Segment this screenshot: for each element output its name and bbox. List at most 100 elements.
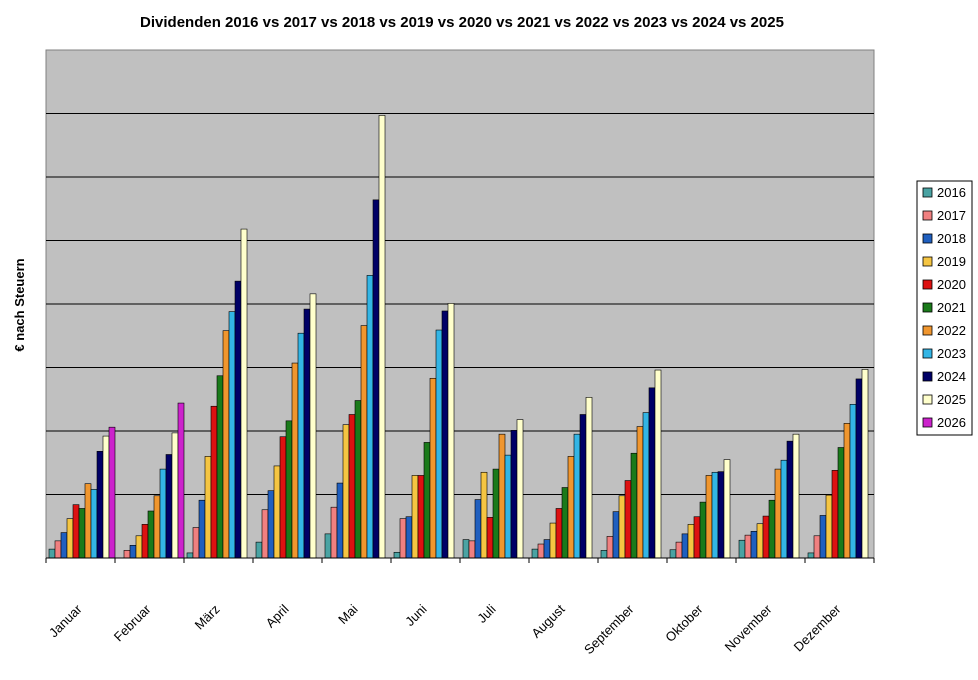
bar-2016-August	[531, 548, 539, 559]
bar-2023-März	[228, 311, 236, 559]
x-tick-label: Februar	[111, 601, 154, 644]
bar-2025-Februar	[171, 432, 179, 559]
bar-2024-Februar	[165, 454, 173, 559]
bar-2020-Februar	[141, 524, 149, 559]
bar-2016-Dezember	[807, 552, 815, 559]
bar-2025-Oktober	[723, 459, 731, 559]
bar-2016-Januar	[48, 548, 56, 559]
x-tick-label: April	[263, 601, 292, 630]
bar-2019-Juni	[411, 475, 419, 559]
legend-label-2018: 2018	[937, 231, 966, 246]
x-tick-label: August	[528, 601, 567, 640]
bar-2022-März	[222, 330, 230, 559]
bar-2019-Juli	[480, 471, 488, 559]
bar-2024-April	[303, 308, 311, 559]
bar-2024-November	[786, 440, 794, 559]
bar-2019-Dezember	[825, 494, 833, 559]
bar-2024-Mai	[372, 199, 380, 559]
bar-2025-Juni	[447, 303, 455, 559]
legend-swatch-2018	[922, 233, 933, 244]
bar-2021-Januar	[78, 508, 86, 559]
bar-2022-August	[567, 456, 575, 559]
x-tick-label: September	[581, 601, 637, 657]
bar-2020-Januar	[72, 504, 80, 559]
bar-2019-November	[756, 523, 764, 559]
x-axis	[45, 557, 875, 563]
legend-swatch-2024	[922, 371, 933, 382]
bar-2018-Oktober	[681, 533, 689, 559]
x-tick-label: Dezember	[791, 601, 844, 654]
bar-2022-Mai	[360, 325, 368, 559]
bar-2023-Januar	[90, 489, 98, 559]
bar-2024-Dezember	[855, 378, 863, 559]
bar-2019-September	[618, 495, 626, 559]
bar-2016-April	[255, 541, 263, 559]
legend-swatch-2020	[922, 279, 933, 290]
bar-2024-September	[648, 387, 656, 559]
chart-title: Dividenden 2016 vs 2017 vs 2018 vs 2019 …	[140, 14, 784, 31]
legend-swatch-2023	[922, 348, 933, 359]
x-tick-label: Mai	[335, 601, 360, 626]
legend-label-2026: 2026	[937, 415, 966, 430]
legend-swatch-2021	[922, 302, 933, 313]
bar-2023-November	[780, 459, 788, 559]
bar-2021-April	[285, 420, 293, 559]
bar-2025-Dezember	[861, 369, 869, 559]
legend-swatch-2022	[922, 325, 933, 336]
bar-2023-Juni	[435, 329, 443, 559]
bar-2023-Mai	[366, 275, 374, 559]
bar-2021-Februar	[147, 510, 155, 559]
legend-swatch-2017	[922, 210, 933, 221]
bar-2016-Juli	[462, 539, 470, 559]
bar-2016-November	[738, 539, 746, 559]
bar-2022-Juni	[429, 377, 437, 559]
bar-2019-April	[273, 465, 281, 559]
bar-2020-April	[279, 436, 287, 559]
bar-2017-Januar	[54, 540, 62, 559]
bar-2023-Dezember	[849, 404, 857, 559]
bar-2025-März	[240, 228, 248, 559]
x-tick-label: Juni	[402, 601, 430, 629]
bar-2023-September	[642, 412, 650, 559]
bar-2019-Mai	[342, 424, 350, 559]
bar-2017-Dezember	[813, 535, 821, 559]
bar-2024-Januar	[96, 451, 104, 559]
legend-label-2024: 2024	[937, 369, 966, 384]
bar-2020-Oktober	[693, 516, 701, 559]
legend-swatch-2019	[922, 256, 933, 267]
bar-2016-Mai	[324, 533, 332, 559]
bar-2021-September	[630, 452, 638, 559]
bar-2020-Juli	[486, 517, 494, 559]
bar-2017-Mai	[330, 506, 338, 559]
bar-2021-Oktober	[699, 501, 707, 559]
legend-label-2023: 2023	[937, 346, 966, 361]
bar-2017-August	[537, 543, 545, 559]
bar-2025-Juli	[516, 419, 524, 559]
bar-2016-September	[600, 550, 608, 559]
bar-2022-Dezember	[843, 423, 851, 559]
bar-2022-Januar	[84, 483, 92, 559]
bar-2023-Februar	[159, 468, 167, 559]
bar-2025-April	[309, 293, 317, 559]
bar-2017-Februar	[123, 550, 131, 559]
x-tick-label: November	[722, 601, 775, 654]
bar-2020-Mai	[348, 414, 356, 559]
bar-2020-Dezember	[831, 470, 839, 559]
bar-2018-Juni	[405, 516, 413, 559]
bar-2019-Februar	[135, 535, 143, 559]
bar-2018-Januar	[60, 532, 68, 559]
bar-2022-September	[636, 426, 644, 559]
x-tick-label: Oktober	[662, 601, 706, 645]
legend-swatch-2016	[922, 187, 933, 198]
bar-2023-Juli	[504, 454, 512, 559]
bar-2024-März	[234, 280, 242, 559]
x-tick-labels: Januar Februar März April Mai Juni Juli August S…	[46, 601, 844, 657]
bar-2023-April	[297, 332, 305, 559]
bar-2018-März	[198, 499, 206, 559]
legend-label-2016: 2016	[937, 185, 966, 200]
bar-2025-Mai	[378, 115, 386, 559]
bar-2024-Juli	[510, 430, 518, 559]
bar-2024-Oktober	[717, 471, 725, 559]
bar-2017-Juli	[468, 540, 476, 559]
